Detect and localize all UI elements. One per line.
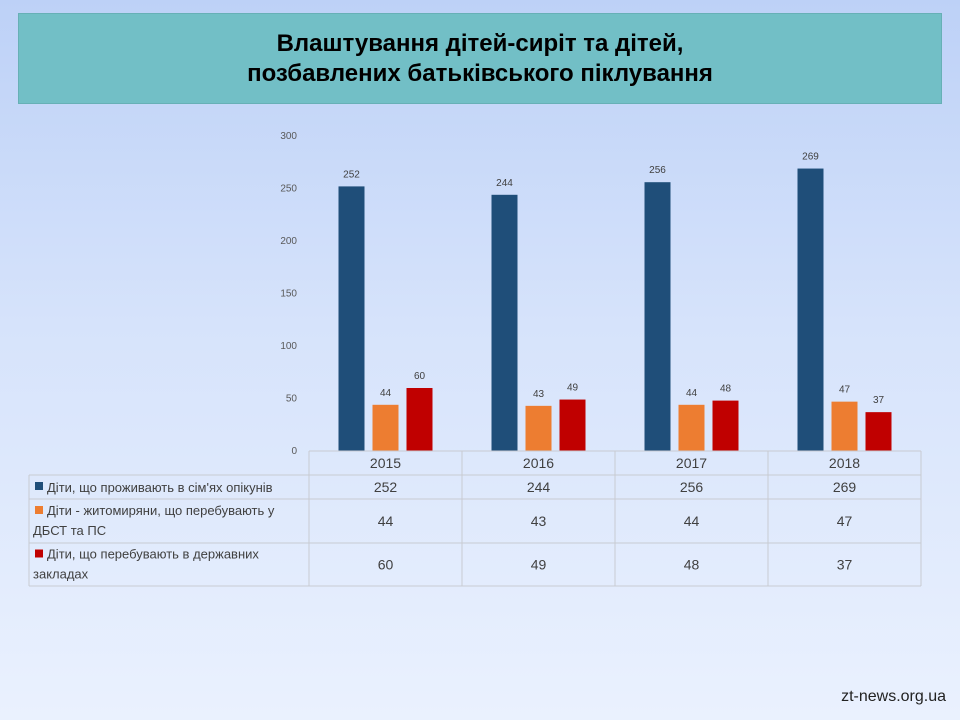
bar-series-1 <box>338 186 365 451</box>
y-tick-label: 0 <box>291 446 297 457</box>
legend-swatch-3 <box>35 549 43 558</box>
table-cell-value: 47 <box>837 513 853 529</box>
legend-label: закладах <box>33 567 89 582</box>
chart-title-line-2: позбавлених батьківського піклування <box>247 59 713 87</box>
bar-series-1 <box>644 182 671 451</box>
watermark: zt-news.org.ua <box>841 688 946 705</box>
table-cell-value: 256 <box>680 479 704 495</box>
x-tick-label: 2016 <box>523 455 554 471</box>
table-cell-value: 252 <box>374 479 398 495</box>
table-cell-value: 37 <box>837 557 853 573</box>
legend-swatch-2 <box>35 506 43 514</box>
data-label: 60 <box>414 371 426 382</box>
data-label: 47 <box>839 385 851 396</box>
bar-series-3 <box>559 399 586 451</box>
bar-series-3 <box>406 388 433 451</box>
table-cell-value: 44 <box>684 513 700 529</box>
chart-title-line-1: Влаштування дітей-сиріт та дітей, <box>276 29 684 57</box>
x-tick-label: 2015 <box>370 455 401 471</box>
bar-series-1 <box>491 194 518 452</box>
table-cell-value: 269 <box>833 479 857 495</box>
legend-label: Діти, що перебувають в державних <box>47 547 259 562</box>
data-label: 252 <box>343 169 360 180</box>
bar-series-2 <box>678 404 705 451</box>
bar-series-1 <box>797 168 824 452</box>
bar-series-3 <box>865 412 892 451</box>
data-label: 256 <box>649 165 666 176</box>
table-cell-value: 43 <box>531 513 547 529</box>
table-cell-value: 44 <box>378 513 394 529</box>
table-cell-value: 60 <box>378 557 394 573</box>
y-tick-label: 200 <box>280 236 297 247</box>
data-label: 269 <box>802 152 819 163</box>
data-label: 37 <box>873 395 885 406</box>
x-tick-label: 2017 <box>676 455 707 471</box>
bar-series-3 <box>712 400 739 451</box>
legend-label: Діти, що проживають в сім'ях опікунів <box>47 480 273 495</box>
legend-swatch-1 <box>35 482 43 490</box>
title-banner: Влаштування дітей-сиріт та дітей, позбав… <box>18 13 942 104</box>
legend-label: Діти - житомиряни, що перебувають у <box>47 503 275 518</box>
data-label: 44 <box>686 388 698 399</box>
data-label: 48 <box>720 384 732 395</box>
table-cell-value: 49 <box>531 557 547 573</box>
y-tick-label: 250 <box>280 184 297 195</box>
y-tick-label: 150 <box>280 289 297 300</box>
x-tick-label: 2018 <box>829 455 860 471</box>
bar-series-2 <box>525 405 552 451</box>
y-tick-label: 300 <box>280 131 297 142</box>
y-tick-label: 50 <box>286 394 298 405</box>
legend-label: ДБСТ та ПС <box>33 523 106 538</box>
data-label: 244 <box>496 178 513 189</box>
data-label: 43 <box>533 389 545 400</box>
y-tick-label: 100 <box>280 341 297 352</box>
bar-series-2 <box>831 401 858 451</box>
table-cell-value: 48 <box>684 557 700 573</box>
data-label: 49 <box>567 383 579 394</box>
bar-series-2 <box>372 404 399 451</box>
data-label: 44 <box>380 388 392 399</box>
table-cell-value: 244 <box>527 479 551 495</box>
